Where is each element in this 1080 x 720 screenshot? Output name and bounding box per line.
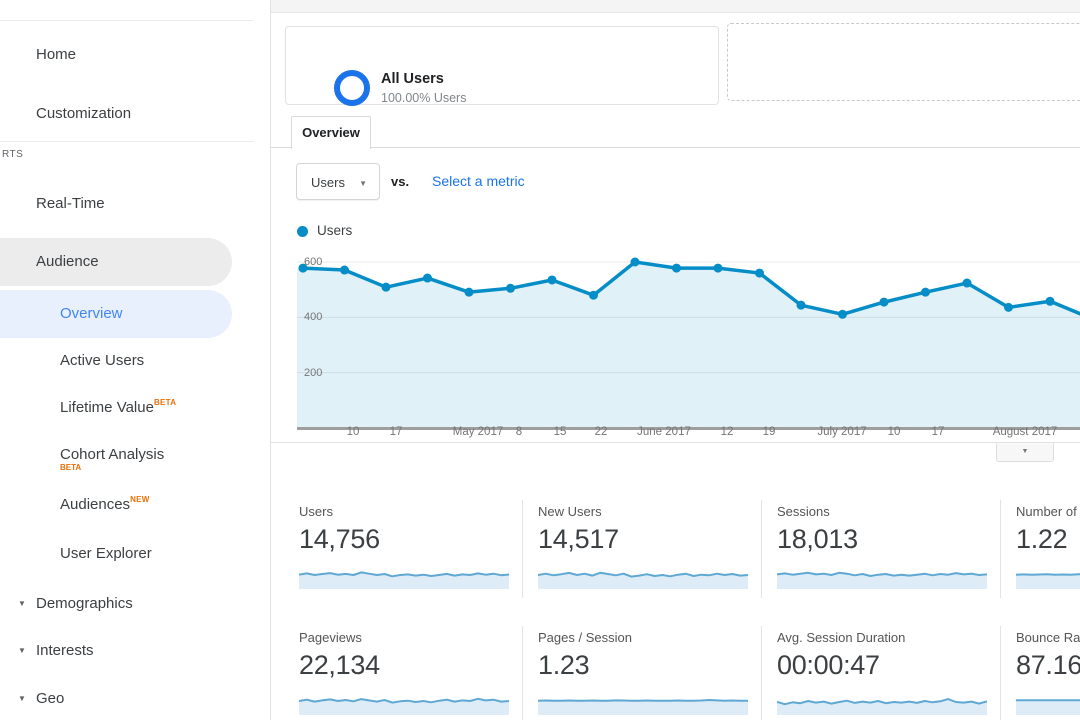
sidebar-item-lifetime-value[interactable]: Lifetime ValueBETA [60, 398, 177, 417]
x-axis-tick: 22 [594, 426, 608, 438]
x-axis-tick: May 2017 [452, 426, 504, 438]
vs-label: vs. [391, 174, 410, 189]
new-badge: NEW [130, 495, 150, 504]
segment-subtitle: 100.00% Users [381, 91, 467, 105]
y-axis-tick: 600 [304, 256, 323, 268]
sidebar-active-section-highlight [0, 238, 232, 286]
y-axis-tick: 400 [304, 311, 323, 324]
sparkline-users [298, 571, 510, 589]
sparkline-pageviews [298, 697, 510, 715]
sidebar-item-audiences[interactable]: AudiencesNEW [60, 495, 150, 514]
x-axis-tick: 15 [553, 426, 567, 438]
top-strip [271, 0, 1080, 13]
card-divider [761, 626, 762, 720]
x-axis-tick: 10 [887, 426, 901, 438]
sidebar-item-home[interactable]: Home [36, 46, 77, 63]
x-axis-tick: 19 [762, 426, 776, 438]
sidebar-item-demographics[interactable]: ▼ Demographics [0, 589, 253, 619]
sidebar-item-geo[interactable]: ▼ Geo [0, 684, 253, 714]
x-axis-tick: August 2017 [992, 426, 1058, 438]
chevron-down-icon: ▼ [18, 694, 26, 703]
beta-badge: BETA [60, 463, 82, 472]
sidebar-divider [0, 141, 253, 142]
sidebar-item-overview[interactable]: Overview [60, 305, 123, 322]
metric-card-avg-session-duration[interactable]: Avg. Session Duration 00:00:47 [776, 630, 1001, 720]
metric-card-number-of-sessions[interactable]: Number of 1.22 [1015, 504, 1080, 598]
sidebar-item-customization[interactable]: Customization [36, 105, 132, 122]
sidebar-divider [0, 20, 253, 21]
x-axis-tick: 10 [346, 426, 360, 438]
card-divider [761, 500, 762, 598]
x-axis-tick: 12 [720, 426, 734, 438]
x-axis-tick: 17 [931, 426, 945, 438]
section-label-reports: RTS [2, 149, 24, 160]
chevron-down-icon: ▼ [359, 179, 367, 188]
metric-card-new-users[interactable]: New Users 14,517 [537, 504, 762, 598]
legend-users-dot-icon [297, 226, 308, 237]
metric-card-users[interactable]: Users 14,756 [298, 504, 523, 598]
sparkline-new-users [537, 571, 749, 589]
chevron-down-icon: ▼ [1021, 448, 1029, 455]
select-a-metric-link[interactable]: Select a metric [432, 173, 525, 189]
chevron-down-icon: ▼ [18, 599, 26, 608]
chart-expander-button[interactable]: ▼ [996, 443, 1054, 462]
segment-card-all-users[interactable]: All Users 100.00% Users [285, 26, 719, 106]
x-axis-tick: July 2017 [817, 426, 867, 438]
x-axis-tick: 8 [515, 426, 523, 438]
chart-bottom-divider [271, 442, 1080, 443]
card-divider [1000, 626, 1001, 720]
metric-card-pageviews[interactable]: Pageviews 22,134 [298, 630, 523, 720]
sparkline-bounce-rate [1016, 699, 1080, 715]
sidebar-item-interests[interactable]: ▼ Interests [0, 636, 253, 666]
card-divider [1000, 500, 1001, 598]
sparkline-pages-per-session [537, 699, 748, 715]
tab-bar-divider [271, 147, 1080, 148]
sparkline-number-of-sessions [1015, 573, 1080, 589]
card-divider [522, 626, 523, 720]
metric-selector-dropdown[interactable]: Users ▼ [296, 163, 380, 200]
sidebar-active-item-highlight [0, 290, 232, 338]
x-axis-tick: June 2017 [637, 426, 691, 438]
y-axis-tick: 200 [304, 366, 323, 379]
metric-card-pages-per-session[interactable]: Pages / Session 1.23 [537, 630, 762, 720]
main-content: All Users 100.00% Users + Add Segment Ov… [270, 0, 1080, 720]
tab-overview[interactable]: Overview [291, 116, 371, 149]
sidebar-item-user-explorer[interactable]: User Explorer [60, 545, 152, 562]
card-divider [522, 500, 523, 598]
sidebar-item-real-time[interactable]: Real-Time [36, 195, 105, 212]
sparkline-sessions [776, 571, 988, 589]
sparkline-avg-session-duration [776, 698, 988, 715]
sidebar-item-active-users[interactable]: Active Users [60, 352, 145, 369]
beta-badge: BETA [153, 398, 177, 407]
sidebar-item-cohort-analysis[interactable]: Cohort Analysis [60, 446, 165, 463]
segment-donut-icon [334, 70, 370, 106]
metric-card-bounce-rate[interactable]: Bounce Ra 87.16 [1016, 630, 1080, 720]
chevron-down-icon: ▼ [18, 646, 26, 655]
add-segment-button[interactable]: + Add Segment [727, 23, 1080, 101]
legend-users-label: Users [317, 223, 353, 238]
segment-title: All Users [381, 71, 444, 87]
x-axis-tick: 17 [389, 426, 403, 438]
metric-card-sessions[interactable]: Sessions 18,013 [776, 504, 1001, 598]
sidebar-item-audience[interactable]: Audience [36, 253, 99, 270]
sidebar: Home Customization RTS Real-Time Audienc… [0, 0, 270, 720]
users-line-chart[interactable] [271, 250, 1080, 442]
